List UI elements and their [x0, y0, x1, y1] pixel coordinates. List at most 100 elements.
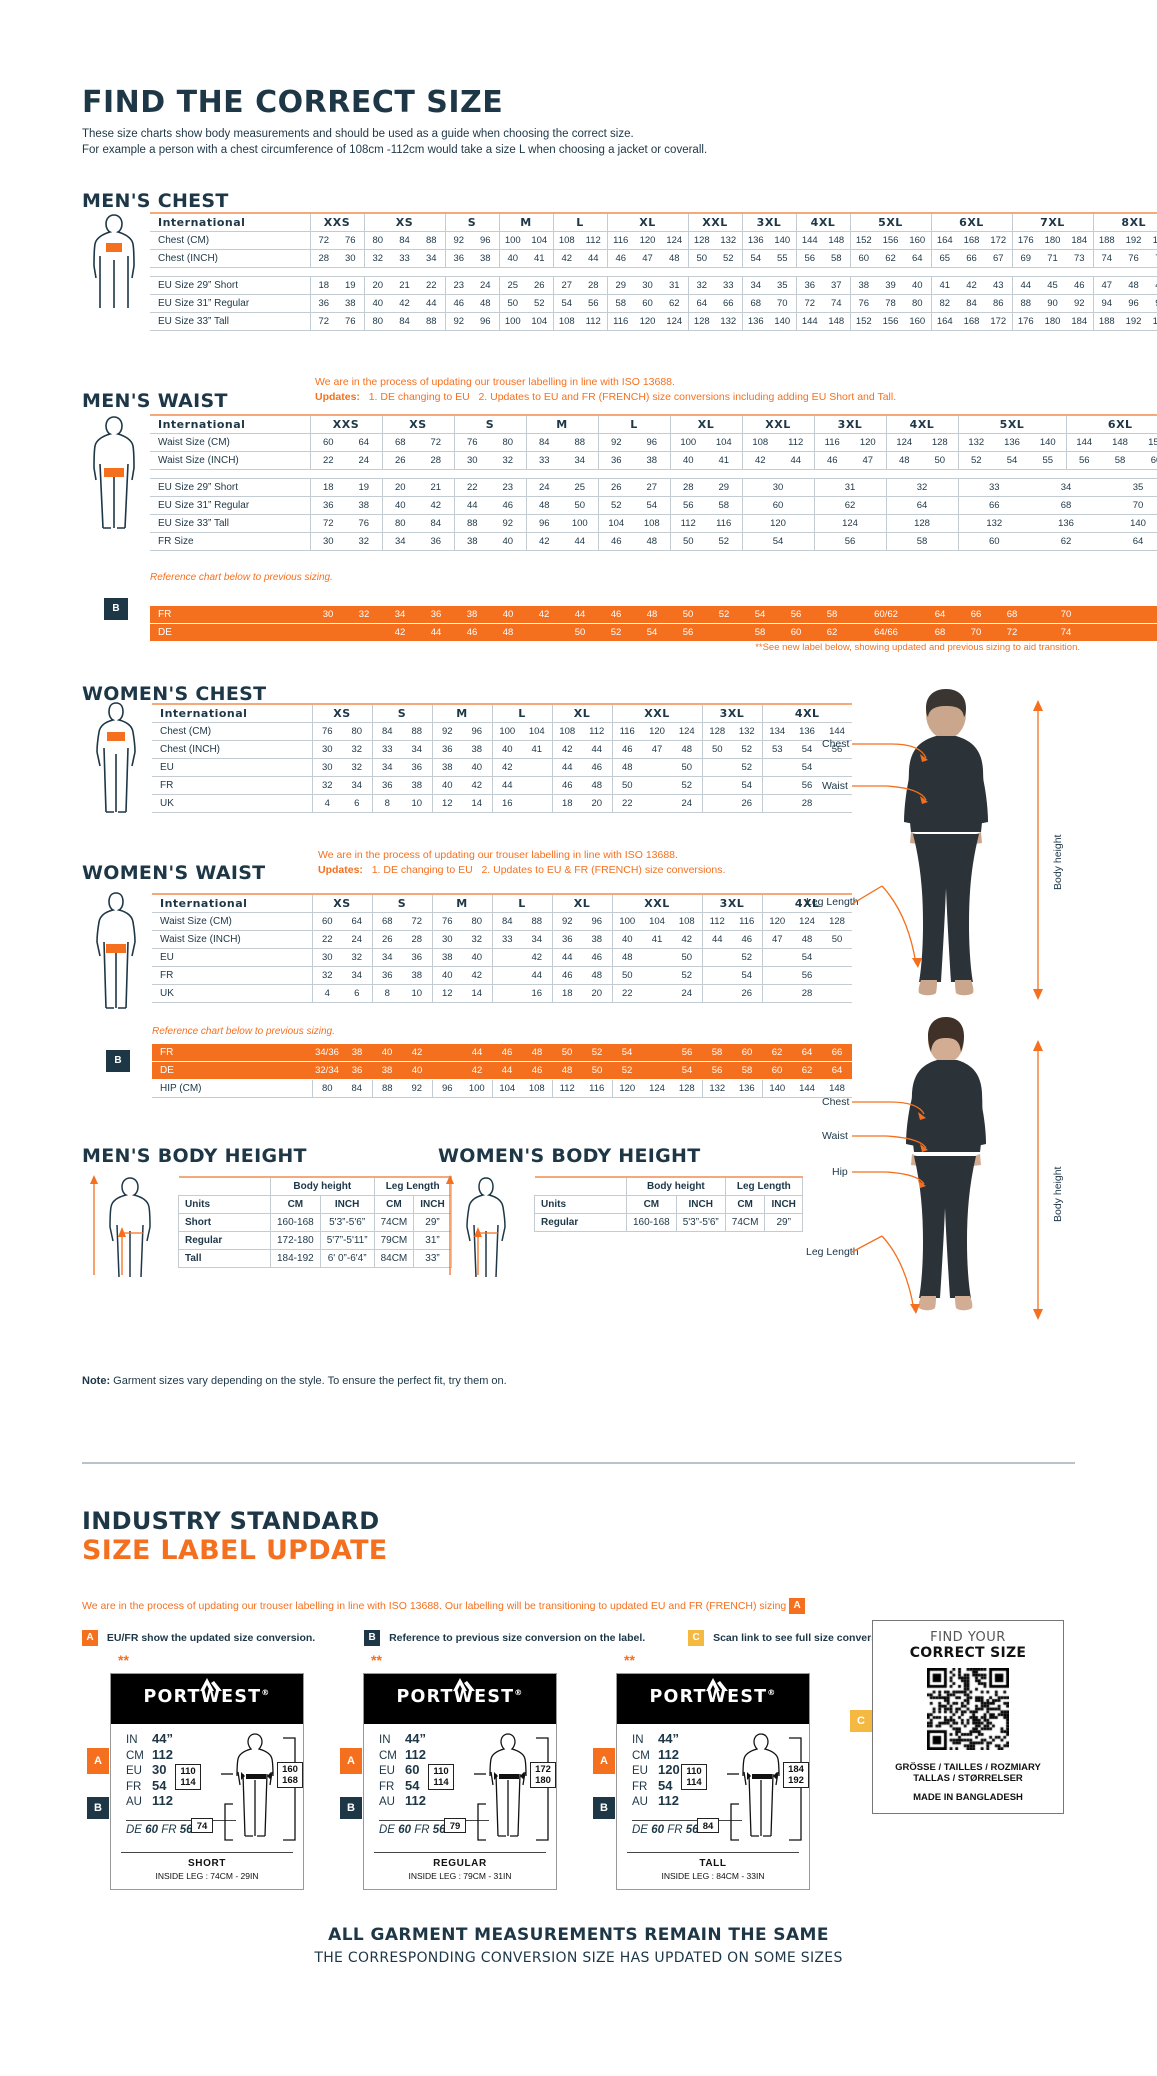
size-cell: 58 [742, 623, 778, 642]
size-cell: 60 [309, 433, 346, 452]
card-size-key: EU [379, 1765, 395, 1777]
female-waist-label: Waist [822, 1130, 848, 1142]
size-group-header: S [371, 703, 432, 723]
size-cell: 50 [562, 496, 598, 515]
section-divider [82, 1462, 1075, 1464]
womens-body-height-table: Body height Leg Length Units CM INCH CM … [534, 1176, 803, 1232]
male-waist-label: Waist [822, 780, 848, 792]
row-label: EU Size 33” Tall [150, 514, 310, 533]
card-size-value: 44” [405, 1731, 426, 1746]
size-cell: 62 [792, 1061, 822, 1080]
size-cell: 32 [346, 606, 382, 624]
size-cell: 10 [402, 794, 432, 813]
size-cell: 22 [418, 276, 445, 295]
size-group-header: 5XL [849, 212, 931, 232]
size-cell: 80 [904, 294, 931, 313]
size-cell: 42 [462, 776, 492, 795]
qr-title-1: FIND YOUR [930, 1630, 1006, 1645]
size-cell: 41 [522, 740, 552, 759]
intro-text: These size charts show body measurements… [82, 126, 982, 158]
size-cell: 52 [672, 776, 702, 795]
size-cell: 60/62 [850, 606, 922, 624]
row-label: Waist Size (INCH) [152, 930, 312, 949]
size-cell: 30 [741, 478, 814, 497]
card-prev-de-label: DE [379, 1824, 395, 1836]
mens-chest-title: MEN'S CHEST [82, 190, 229, 212]
mens-waist-title: MEN'S WAIST [82, 390, 228, 412]
size-cell: 70 [958, 623, 994, 642]
size-cell [701, 948, 732, 967]
size-cell: 88 [562, 433, 598, 452]
size-cell: 54 [732, 966, 762, 985]
size-cell: 33 [371, 740, 402, 759]
size-cell [642, 1061, 672, 1080]
size-cell: 160 [904, 312, 931, 331]
legend-text-a: EU/FR show the updated size conversion. [106, 1631, 316, 1644]
size-cell: 34 [382, 606, 418, 624]
size-cell: 92 [431, 722, 462, 741]
card-size-row: AU 112 [632, 1793, 680, 1810]
garment-note-text: Garment sizes vary depending on the styl… [113, 1375, 507, 1387]
size-cell: 32 [342, 740, 372, 759]
size-cell: 46 [444, 294, 472, 313]
card-height-measure-box: 184 192 [783, 1762, 809, 1788]
size-cell: 84 [418, 514, 454, 533]
size-cell: 44 [1011, 276, 1039, 295]
mens-bh-row-0-bh-cm: 160-168 [270, 1212, 321, 1232]
size-cell [526, 623, 562, 642]
card-size-row: AU 112 [379, 1793, 426, 1810]
size-cell: 30 [310, 606, 346, 624]
womens-bh-row-0-bh-cm: 160-168 [626, 1212, 677, 1232]
mens-bh-unit-ll-cm: CM [373, 1194, 415, 1214]
size-cell: 38 [849, 276, 877, 295]
card-prev-de-value: 60 [651, 1824, 664, 1836]
size-cell: 56 [1065, 451, 1102, 470]
mens-waist-b-badge: B [104, 598, 128, 620]
card-size-key: IN [632, 1734, 644, 1746]
size-cell: 74 [1092, 249, 1120, 268]
card-size-key: FR [379, 1780, 395, 1793]
size-cell: 64 [822, 1061, 852, 1080]
size-cell: 25 [498, 276, 526, 295]
size-cell: 14 [462, 794, 492, 813]
card-waist-measure-box: 110 114 [175, 1764, 201, 1790]
size-cell: 54 [792, 740, 822, 759]
card-size-key: CM [632, 1749, 650, 1762]
size-cell: 47 [1092, 276, 1120, 295]
mens-waist-reference-note: Reference chart below to previous sizing… [150, 572, 333, 583]
size-cell: 29 [706, 478, 742, 497]
size-cell: 84 [371, 722, 402, 741]
size-group-header: S [453, 414, 526, 434]
card-size-value: 112 [405, 1746, 426, 1762]
size-group-header: 4XL [885, 414, 958, 434]
card-size-key: AU [126, 1796, 142, 1808]
size-cell [491, 984, 522, 1003]
size-cell: 42 [382, 623, 418, 642]
size-cell: 44 [562, 532, 598, 551]
size-cell: 48 [885, 451, 922, 470]
size-cell: 108 [552, 312, 580, 331]
size-cell: 64 [342, 912, 372, 931]
size-cell: 46 [732, 930, 762, 949]
size-cell: 60 [1138, 451, 1157, 470]
label-update-intro-badge-a: A [789, 1598, 806, 1614]
size-cell [761, 984, 792, 1003]
card-waist-measure-box: 110 114 [428, 1764, 454, 1790]
size-cell: 28 [580, 276, 607, 295]
size-cell: 196 [1147, 231, 1157, 250]
size-cell: 20 [582, 794, 612, 813]
size-cell: 120 [761, 912, 792, 931]
female-waist-silhouette-icon [96, 892, 136, 1009]
womens-chest-title: WOMEN'S CHEST [82, 683, 267, 705]
card-size-key: FR [126, 1780, 142, 1793]
row-label: Waist Size (CM) [152, 912, 312, 931]
size-cell: 58 [606, 294, 634, 313]
size-cell: 144 [822, 722, 852, 741]
size-cell [432, 1061, 462, 1080]
legend-badge-b: B [364, 1630, 381, 1646]
size-group-header: 3XL [813, 414, 886, 434]
size-cell: 144 [792, 1079, 822, 1098]
size-cell: 38 [402, 776, 432, 795]
womens-chest-table: International XS S M L XL XXL 3XL 4XL Chest (CM) 7… [152, 703, 852, 813]
size-cell [642, 1044, 672, 1062]
